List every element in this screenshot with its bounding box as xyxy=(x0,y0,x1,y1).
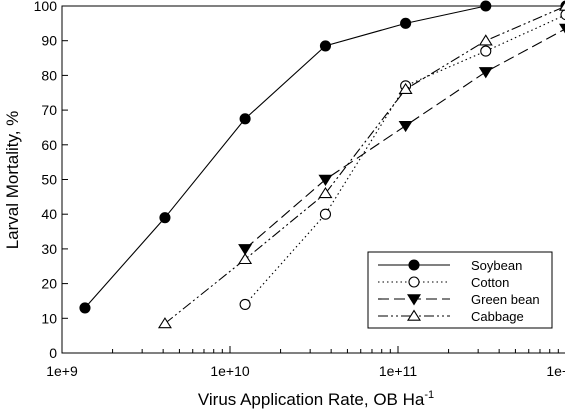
data-point-cabbage xyxy=(559,1,565,11)
data-point-cotton xyxy=(239,298,251,310)
data-point-soybean xyxy=(159,212,171,224)
y-tick-label: 60 xyxy=(41,137,57,153)
x-tick-label: 1e+9 xyxy=(46,363,78,379)
data-point-cotton xyxy=(319,208,332,220)
legend-label-cabbage: Cabbage xyxy=(471,309,524,324)
y-tick-label: 100 xyxy=(34,0,58,14)
y-tick-label: 40 xyxy=(41,206,57,222)
y-tick-label: 30 xyxy=(41,241,57,257)
y-axis-label: Larval Mortality, % xyxy=(3,111,22,250)
data-point-cabbage xyxy=(238,252,253,265)
data-point-cabbage xyxy=(478,34,493,46)
y-tick-label: 80 xyxy=(41,67,57,83)
data-point-soybean xyxy=(239,113,251,125)
series-line-green-bean xyxy=(244,28,565,250)
legend-marker-green-bean xyxy=(407,294,421,306)
legend-label-green-bean: Green bean xyxy=(471,292,540,307)
x-axis-label-main: Virus Application Rate, OB Ha xyxy=(198,390,425,409)
legend-marker-cabbage xyxy=(407,309,421,321)
data-point-green-bean xyxy=(318,174,333,186)
data-point-cabbage xyxy=(318,186,333,199)
data-point-cabbage xyxy=(157,317,172,329)
data-point-green-bean xyxy=(238,244,253,256)
y-tick-label: 90 xyxy=(41,33,57,49)
series-green-bean xyxy=(238,23,565,256)
x-tick-label: 1e+11 xyxy=(379,363,417,379)
series-line-cabbage xyxy=(164,5,565,324)
x-tick-label: 1e+12 xyxy=(546,363,565,379)
series-cotton xyxy=(239,9,565,310)
legend-box xyxy=(367,251,553,329)
data-point-green-bean xyxy=(478,67,493,79)
series-soybean xyxy=(79,0,565,314)
data-point-soybean xyxy=(319,40,332,52)
y-tick-label: 70 xyxy=(41,102,57,118)
data-point-cotton xyxy=(560,9,565,21)
legend-label-cotton: Cotton xyxy=(471,275,509,290)
data-point-soybean xyxy=(79,302,91,314)
data-point-soybean xyxy=(400,17,412,29)
y-axis: 0 10 20 30 40 50 60 70 80 90 100 xyxy=(34,0,68,361)
y-tick-label: 10 xyxy=(41,310,57,326)
data-point-green-bean xyxy=(398,120,413,133)
y-tick-label: 0 xyxy=(49,345,57,361)
legend-label-soybean: Soybean xyxy=(471,258,522,273)
x-axis: 1e+9 1e+10 1e+11 1e+12 xyxy=(46,346,565,379)
series-cabbage xyxy=(157,1,565,329)
data-point-cotton xyxy=(480,45,492,57)
y-tick-label: 50 xyxy=(41,172,57,188)
legend: Soybean Cotton Green bean Cabbage xyxy=(367,251,553,329)
data-point-green-bean xyxy=(559,23,565,34)
x-axis-label: Virus Application Rate, OB Ha-1 xyxy=(198,389,434,409)
x-tick-label: 1e+10 xyxy=(210,363,250,379)
x-axis-label-superscript: -1 xyxy=(424,389,434,401)
data-point-soybean xyxy=(480,0,492,12)
data-point-cabbage xyxy=(398,82,413,95)
y-tick-label: 20 xyxy=(41,276,57,292)
series-layer xyxy=(79,0,565,329)
legend-marker-soybean xyxy=(408,259,420,271)
legend-marker-cotton xyxy=(408,276,420,288)
